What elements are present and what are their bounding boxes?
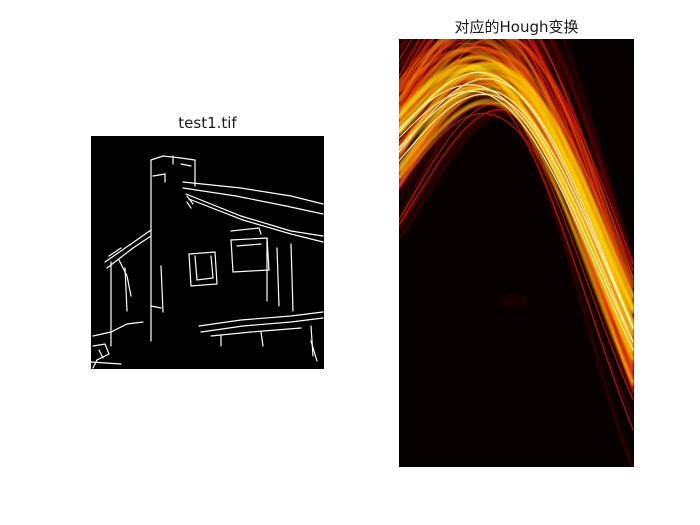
- edge-map-drawing: [91, 136, 324, 369]
- edge-image: [91, 136, 324, 369]
- hough-dark-region: [500, 294, 528, 308]
- left-panel-title: test1.tif: [91, 114, 324, 132]
- hough-transform-image: [399, 39, 634, 467]
- right-panel-title: 对应的Hough变换: [399, 16, 634, 37]
- hough-accumulator-drawing: [399, 39, 634, 467]
